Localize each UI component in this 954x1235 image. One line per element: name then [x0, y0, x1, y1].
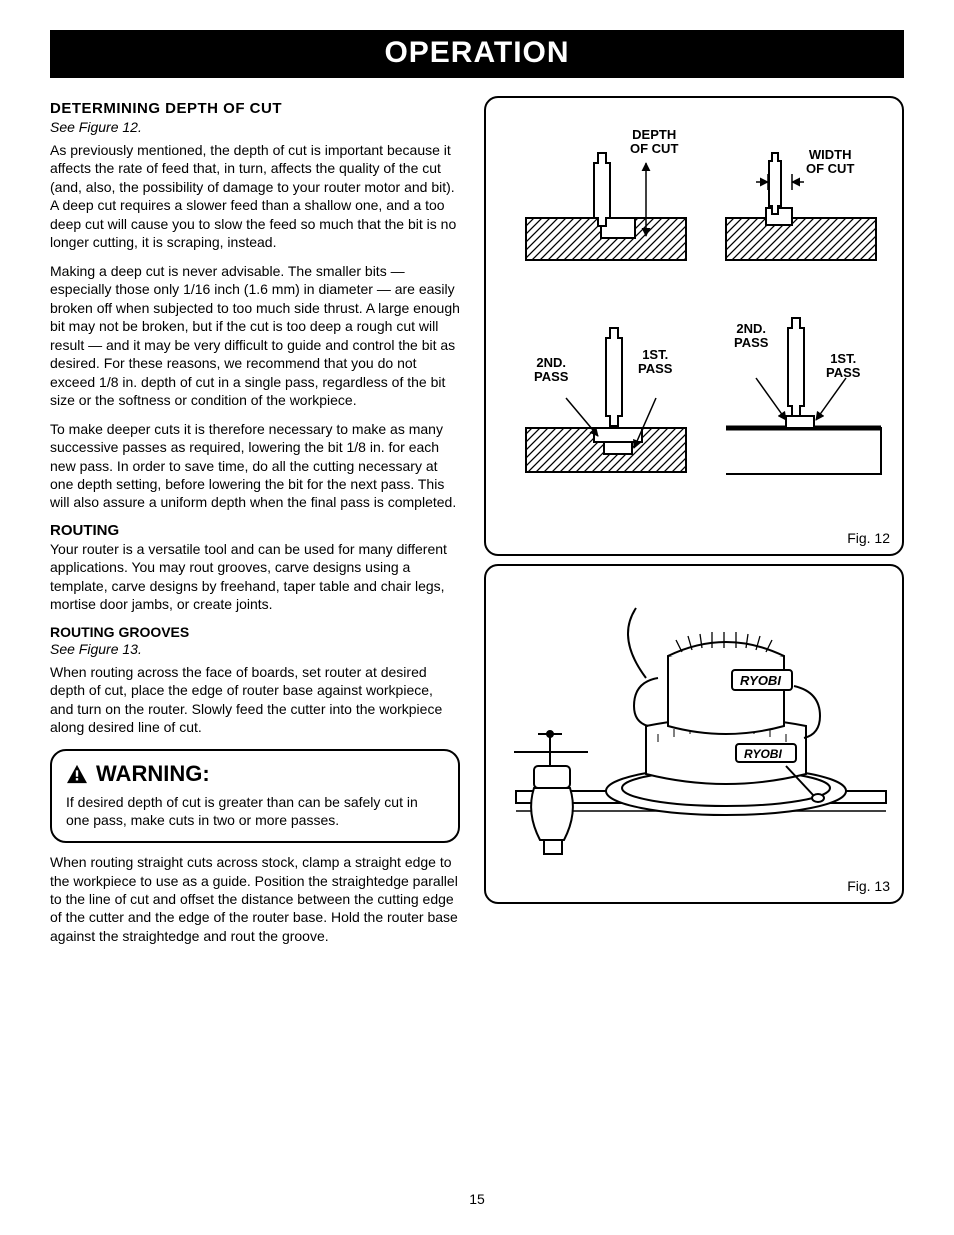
label-width-of-cut: WIDTHOF CUT	[806, 148, 854, 177]
section-banner: OPERATION	[50, 30, 904, 78]
label-1st-pass-b: 1ST.PASS	[826, 352, 860, 381]
warning-header: WARNING:	[66, 761, 444, 787]
warning-icon	[66, 764, 88, 784]
warning-label: WARNING:	[96, 761, 210, 787]
label-1st-pass-a: 1ST.PASS	[638, 348, 672, 377]
para-3: To make deeper cuts it is therefore nece…	[50, 420, 460, 512]
para-1: As previously mentioned, the depth of cu…	[50, 141, 460, 252]
see-figure-13: See Figure 13.	[50, 641, 460, 657]
figure-12-caption: Fig. 12	[847, 530, 890, 546]
brand-label-top: RYOBI	[740, 673, 781, 688]
heading-depth: DETERMINING DEPTH OF CUT	[50, 100, 460, 117]
two-columns: DETERMINING DEPTH OF CUT See Figure 12. …	[50, 96, 904, 955]
figure-13: RYOBI RYOBI Fig. 13	[484, 564, 904, 904]
heading-grooves: ROUTING GROOVES	[50, 624, 460, 640]
page: OPERATION DETERMINING DEPTH OF CUT See F…	[0, 0, 954, 1235]
figure-12: DEPTHOF CUT WIDTHOF CUT 2ND.PASS 1ST.PAS…	[484, 96, 904, 556]
para-5: When routing across the face of boards, …	[50, 663, 460, 737]
para-2: Making a deep cut is never advisable. Th…	[50, 262, 460, 410]
see-figure-12: See Figure 12.	[50, 119, 460, 135]
para-6: When routing straight cuts across stock,…	[50, 853, 460, 945]
figure-13-svg: RYOBI RYOBI	[486, 566, 906, 906]
figure-13-caption: Fig. 13	[847, 878, 890, 894]
label-2nd-pass-a: 2ND.PASS	[534, 356, 568, 385]
page-number: 15	[0, 1191, 954, 1207]
warning-body: If desired depth of cut is greater than …	[66, 793, 444, 829]
right-column: DEPTHOF CUT WIDTHOF CUT 2ND.PASS 1ST.PAS…	[484, 96, 904, 955]
para-4: Your router is a versatile tool and can …	[50, 540, 460, 614]
label-depth-of-cut: DEPTHOF CUT	[630, 128, 678, 157]
warning-box: WARNING: If desired depth of cut is grea…	[50, 749, 460, 843]
brand-label-base: RYOBI	[744, 747, 782, 761]
label-2nd-pass-b: 2ND.PASS	[734, 322, 768, 351]
heading-routing: ROUTING	[50, 522, 460, 539]
left-column: DETERMINING DEPTH OF CUT See Figure 12. …	[50, 96, 460, 955]
